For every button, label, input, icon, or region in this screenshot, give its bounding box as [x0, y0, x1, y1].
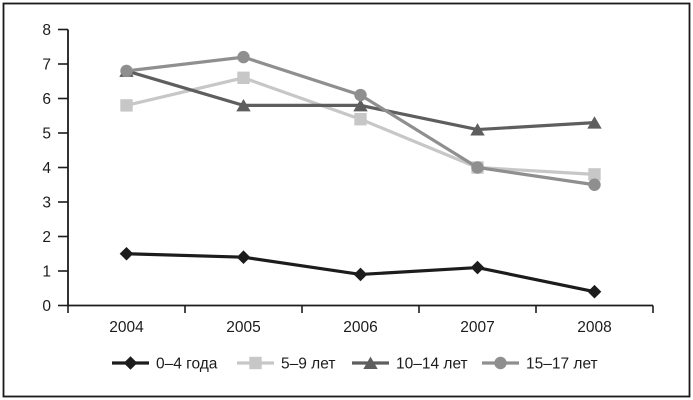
diamond-marker-icon-age-0-4	[587, 284, 602, 299]
x-axis-category-label: 2008	[577, 319, 611, 336]
triangle-marker-icon-age-10-14	[236, 99, 251, 112]
y-axis-tick-label: 0	[42, 298, 51, 315]
triangle-marker-icon-legend-age-10-14	[363, 356, 378, 369]
circle-marker-icon-legend-age-15-17	[494, 356, 507, 370]
circle-marker-icon-age-15-17	[471, 161, 484, 174]
diamond-marker-icon-legend-age-0-4	[123, 356, 138, 370]
triangle-marker-icon-age-10-14	[470, 123, 485, 136]
y-axis-tick-label: 3	[42, 195, 51, 212]
triangle-marker-icon-age-10-14	[353, 99, 368, 112]
circle-marker-icon-age-15-17	[120, 64, 133, 78]
x-axis-category-label: 2004	[109, 319, 144, 336]
x-axis-category-label: 2007	[460, 319, 494, 336]
square-marker-icon-age-5-9	[120, 99, 133, 112]
diamond-marker-icon-age-0-4	[353, 267, 368, 282]
circle-marker-icon-age-15-17	[237, 50, 250, 64]
x-axis-category-label: 2005	[226, 319, 260, 336]
y-axis-tick-label: 6	[42, 91, 51, 108]
legend-label-age-5-9: 5–9 лет	[281, 356, 335, 373]
y-axis-tick-label: 4	[42, 160, 51, 177]
circle-marker-icon-age-15-17	[354, 88, 367, 102]
square-marker-icon-age-5-9	[588, 168, 601, 181]
diamond-marker-icon-age-0-4	[470, 260, 485, 275]
square-marker-icon-age-5-9	[237, 71, 250, 84]
circle-marker-icon-age-15-17	[588, 178, 601, 191]
y-axis-tick-label: 1	[42, 264, 51, 281]
y-axis-tick-label: 7	[42, 57, 51, 74]
legend-label-age-10-14: 10–14 лет	[396, 356, 468, 373]
legend-label-age-0-4: 0–4 года	[156, 356, 218, 373]
diamond-marker-icon-age-0-4	[236, 250, 251, 264]
y-axis-tick-label: 2	[42, 229, 51, 246]
y-axis-tick-label: 8	[42, 22, 51, 39]
x-axis-category-label: 2006	[343, 319, 377, 336]
square-marker-icon-legend-age-5-9	[249, 356, 262, 370]
y-axis-tick-label: 5	[42, 126, 51, 143]
diamond-marker-icon-age-0-4	[119, 246, 134, 261]
legend-label-age-15-17: 15–17 лет	[526, 356, 598, 373]
triangle-marker-icon-age-10-14	[587, 116, 602, 129]
square-marker-icon-age-5-9	[354, 113, 367, 126]
